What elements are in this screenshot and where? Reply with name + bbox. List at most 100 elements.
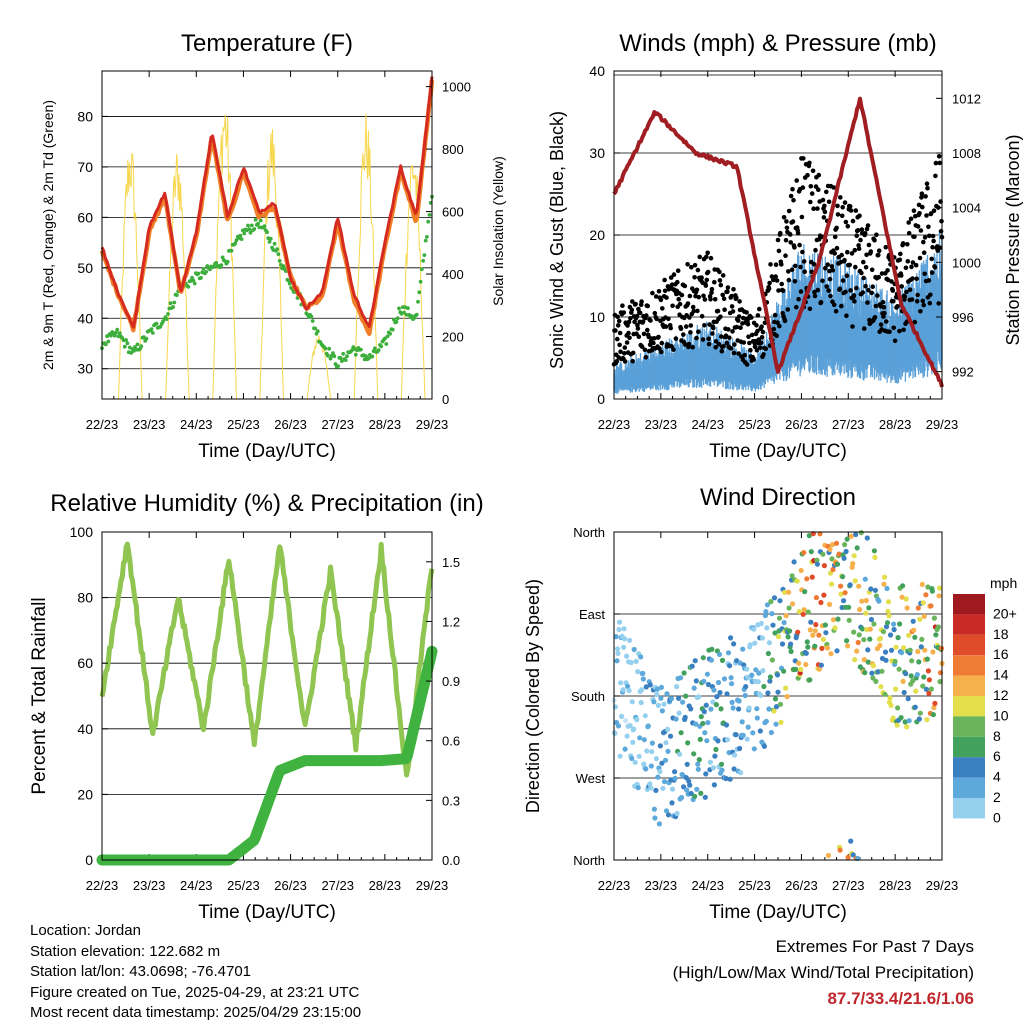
dewpoint-point: [204, 270, 209, 274]
gust-point: [855, 228, 861, 233]
direction-point: [896, 666, 902, 672]
direction-point: [899, 650, 905, 656]
direction-point: [928, 603, 934, 609]
direction-point: [655, 774, 661, 780]
dewpoint-point: [373, 346, 377, 351]
direction-point: [617, 619, 623, 625]
gust-point: [792, 245, 797, 250]
gust-point: [868, 249, 874, 254]
direction-point: [614, 658, 620, 664]
gust-point: [751, 357, 756, 362]
direction-point: [621, 644, 627, 650]
gust-point: [861, 275, 866, 281]
direction-point: [919, 581, 925, 588]
gust-point: [695, 308, 700, 314]
direction-point: [765, 690, 771, 696]
direction-point: [718, 706, 724, 712]
direction-point: [771, 595, 778, 601]
direction-point: [744, 736, 750, 742]
gust-point: [920, 204, 925, 210]
direction-point: [920, 600, 926, 606]
dewpoint-point: [383, 336, 387, 341]
gust-point: [916, 202, 922, 208]
direction-point: [715, 679, 722, 686]
dewpoint-point: [422, 253, 427, 257]
direction-point: [812, 643, 818, 649]
gust-point: [838, 195, 843, 200]
dewpoint-point: [248, 230, 253, 235]
direction-point: [868, 616, 875, 623]
gust-point: [897, 257, 903, 263]
direction-point: [870, 675, 876, 681]
direction-point: [923, 686, 930, 692]
direction-point: [877, 642, 883, 649]
wind-left-tick-label: 20: [589, 227, 605, 243]
gust-point: [905, 242, 910, 247]
direction-point: [852, 578, 858, 584]
direction-point: [711, 687, 717, 693]
plot-frame: [101, 70, 433, 400]
direction-point: [615, 650, 621, 657]
gust-point: [775, 237, 781, 243]
direction-point: [785, 634, 791, 640]
direction-point: [855, 639, 861, 646]
direction-point: [622, 636, 628, 642]
dewpoint-point: [125, 341, 130, 346]
direction-point: [888, 702, 894, 709]
gust-point: [906, 220, 911, 225]
gust-point: [820, 197, 826, 203]
gust-point: [763, 346, 769, 352]
gust-point: [774, 278, 780, 283]
direction-point: [824, 645, 831, 651]
legend-label: 14: [993, 667, 1009, 683]
direction-point: [851, 629, 857, 635]
dewpoint-point: [423, 238, 428, 243]
gust-point: [645, 327, 650, 333]
gust-point: [914, 299, 920, 304]
x-tick-label: 25/23: [227, 417, 260, 432]
direction-point: [713, 746, 719, 753]
elevation-text: Station elevation: 122.682 m: [30, 942, 221, 960]
gust-point: [866, 242, 872, 248]
dewpoint-point: [247, 227, 252, 232]
direction-point: [914, 672, 920, 678]
gust-point: [889, 279, 894, 284]
gust-point: [654, 316, 659, 322]
direction-point: [805, 609, 811, 615]
direction-point: [766, 706, 772, 712]
location-text: Location: Jordan: [30, 922, 141, 939]
direction-point: [769, 657, 776, 663]
gust-point: [671, 272, 677, 277]
gust-point: [668, 275, 674, 280]
direction-point: [714, 694, 720, 700]
dewpoint-point: [124, 338, 128, 342]
direction-point: [676, 695, 682, 701]
dewpoint-point: [281, 264, 286, 268]
gust-point: [634, 313, 640, 319]
direction-point: [848, 838, 854, 844]
gust-point: [742, 352, 747, 358]
direction-point: [689, 663, 695, 669]
gust-point: [644, 313, 649, 318]
direction-point: [912, 704, 918, 710]
direction-point: [782, 589, 788, 596]
gust-point: [848, 208, 854, 213]
direction-point: [653, 787, 659, 794]
gust-point: [692, 262, 698, 268]
direction-point: [633, 658, 639, 665]
gust-point: [786, 208, 792, 214]
gust-point: [832, 251, 837, 256]
direction-point: [641, 737, 647, 743]
legend-swatch: [953, 716, 985, 737]
direction-point: [872, 554, 878, 561]
gust-point: [854, 233, 859, 238]
gust-point: [864, 252, 869, 258]
direction-point: [625, 683, 631, 690]
gust-point: [648, 318, 653, 323]
extremes-values: 87.7/33.4/21.6/1.06: [827, 989, 974, 1008]
gust-point: [732, 342, 737, 347]
direction-point: [829, 542, 836, 548]
gust-point: [639, 299, 644, 304]
gust-point: [721, 344, 726, 349]
temperature-title: Temperature (F): [181, 30, 353, 57]
